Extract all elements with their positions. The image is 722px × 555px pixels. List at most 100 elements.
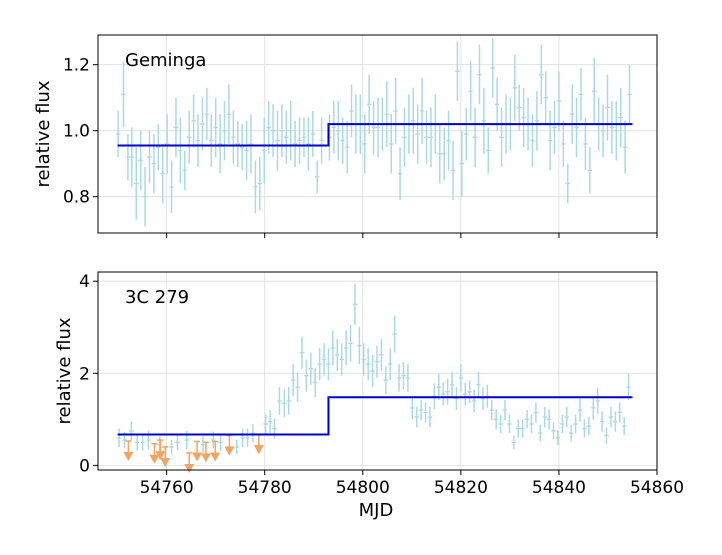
data-point <box>314 160 320 194</box>
data-point <box>191 94 196 148</box>
upper-limit <box>210 440 221 462</box>
data-point <box>445 378 450 405</box>
data-point <box>222 101 227 161</box>
data-point <box>621 417 627 436</box>
data-point <box>480 387 486 411</box>
panel-bottom: 54760 54780 54800 54820 54840 54860 0 2 4 relativ… <box>54 271 684 498</box>
data-point <box>626 374 631 401</box>
data-point <box>286 387 291 415</box>
data-point <box>151 134 157 194</box>
data-point <box>556 71 562 131</box>
panel-top: 0.8 1.0 1.2 relative flux Geminga <box>33 34 658 238</box>
data-point <box>561 120 566 167</box>
data-point <box>384 81 390 148</box>
data-point <box>371 101 376 154</box>
data-point <box>331 101 337 154</box>
data-point <box>555 430 561 446</box>
data-point <box>618 87 623 148</box>
data-point <box>326 347 331 381</box>
data-point <box>427 406 433 428</box>
data-point <box>517 84 522 131</box>
y-tick-label: 1.0 <box>63 122 90 142</box>
data-point <box>599 411 605 432</box>
data-point <box>290 364 296 397</box>
data-point <box>209 114 214 167</box>
data-point <box>393 77 398 144</box>
data-point <box>450 140 456 200</box>
data-point <box>423 402 428 423</box>
data-point <box>573 414 578 434</box>
data-point <box>275 110 280 171</box>
data-point <box>490 38 495 98</box>
data-point <box>235 120 240 167</box>
data-point <box>175 434 180 451</box>
x-axis-label: MJD <box>359 500 394 521</box>
data-point <box>454 387 459 411</box>
axes-frame <box>97 271 658 471</box>
data-point <box>319 117 324 164</box>
data-point <box>608 406 614 428</box>
x-tick-label: 54840 <box>532 478 586 498</box>
data-point <box>361 343 366 376</box>
data-point <box>313 367 318 398</box>
data-point <box>379 338 384 371</box>
data-point <box>463 382 468 406</box>
data-point <box>116 428 122 447</box>
upper-limit <box>123 440 134 461</box>
data-point <box>614 101 619 161</box>
data-point <box>583 117 588 171</box>
data-point <box>339 343 344 376</box>
data-point <box>502 400 508 421</box>
y-tick-label: 1.2 <box>63 56 90 76</box>
data-point <box>248 114 254 174</box>
data-point <box>277 387 282 415</box>
data-point <box>499 107 504 167</box>
data-point <box>591 396 596 420</box>
data-point <box>534 91 540 151</box>
upper-limit-arrow <box>224 446 235 456</box>
data-point <box>234 439 239 455</box>
data-point <box>446 110 451 171</box>
upper-limit-arrow <box>160 457 171 467</box>
data-point <box>410 396 415 420</box>
data-point <box>388 347 393 381</box>
data-point <box>459 130 465 197</box>
data-point <box>516 419 521 438</box>
upper-limit-arrow <box>210 452 221 462</box>
data-point <box>538 424 543 442</box>
data-point <box>297 117 302 164</box>
data-point <box>569 84 575 144</box>
data-point <box>524 410 530 429</box>
data-point <box>187 110 192 164</box>
data-point <box>521 87 526 148</box>
data-point <box>595 388 600 414</box>
data-point <box>169 160 174 214</box>
data-point <box>270 104 276 158</box>
data-point <box>200 97 205 151</box>
data-point <box>411 87 416 154</box>
step-model-line <box>117 123 633 147</box>
data-point <box>129 421 134 441</box>
data-point <box>486 127 491 174</box>
data-point <box>414 406 419 428</box>
data-point <box>415 104 420 164</box>
data-point <box>396 364 402 392</box>
data-point <box>472 107 478 167</box>
data-point <box>539 44 544 105</box>
data-point <box>245 428 250 447</box>
data-point <box>279 104 285 158</box>
data-point <box>493 409 499 430</box>
data-point <box>304 359 309 392</box>
data-point <box>344 120 350 174</box>
data-point <box>587 147 593 194</box>
data-point <box>310 110 315 158</box>
data-point <box>282 389 287 418</box>
data-point <box>592 58 597 125</box>
data-point <box>135 434 140 451</box>
data-point <box>121 61 126 128</box>
data-point <box>317 347 322 381</box>
data-point <box>156 124 161 171</box>
data-point <box>609 101 615 154</box>
data-point <box>321 343 327 376</box>
